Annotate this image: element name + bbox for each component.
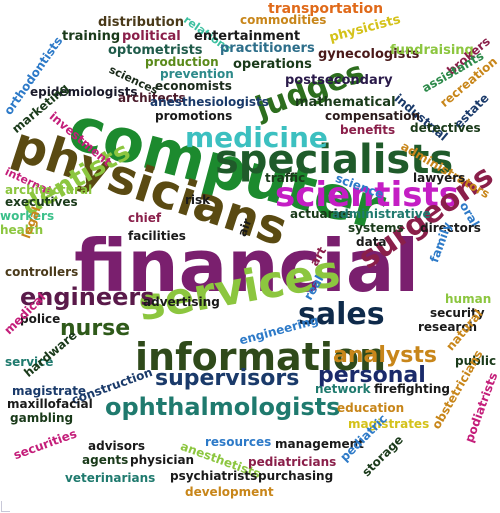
cloud-word-entertainment: entertainment (194, 29, 301, 44)
cloud-word-practitioners: practitioners (220, 41, 315, 56)
cloud-word-transportation: transportation (268, 1, 384, 17)
cloud-word-nurse: nurse (60, 316, 131, 341)
cloud-word-training: training (62, 29, 121, 44)
cloud-word-gambling: gambling (10, 411, 74, 425)
cloud-word-risk: risk (185, 193, 211, 207)
cloud-word-advertising: advertising (143, 295, 220, 309)
cloud-word-distribution: distribution (98, 15, 184, 30)
cloud-word-executives: executives (5, 195, 78, 209)
cloud-word-economists: economists (155, 79, 232, 93)
cloud-word-administrative: administrative (332, 207, 431, 221)
cloud-word-benefits: benefits (340, 123, 396, 137)
cloud-word-development: development (185, 485, 274, 499)
cloud-word-financial: financial (74, 224, 420, 308)
cloud-word-securities: securities (11, 426, 79, 463)
cloud-word-compensation: compensation (325, 109, 421, 123)
cloud-word-operations: operations (233, 57, 312, 72)
cloud-word-public: public (455, 354, 497, 368)
cloud-word-facilities: facilities (128, 229, 186, 243)
cloud-word-magistrates: magistrates (348, 417, 430, 431)
cloud-word-information: information (135, 335, 387, 379)
cloud-word-political: political (122, 29, 181, 44)
cloud-word-police: police (20, 312, 61, 326)
cloud-word-firefighting: firefighting (374, 382, 450, 396)
cloud-word-promotions: promotions (155, 109, 233, 123)
corner-mark (1, 501, 10, 512)
cloud-word-research: research (418, 320, 478, 334)
cloud-word-actuaries: actuaries (290, 207, 353, 221)
cloud-word-lawyers: lawyers (413, 171, 466, 185)
cloud-word-data: data (356, 235, 387, 249)
cloud-word-personal: personal (318, 363, 426, 388)
cloud-word-human: human (445, 292, 492, 306)
cloud-word-medicine: medicine (185, 121, 328, 154)
cloud-word-chief: chief (128, 211, 162, 225)
cloud-word-controllers: controllers (5, 265, 79, 279)
cloud-word-psychiatrists: psychiatrists (170, 469, 258, 483)
cloud-word-education: education (337, 401, 405, 415)
cloud-word-anesthesiologists: anesthesiologists (150, 95, 269, 109)
cloud-word-architects: architects (118, 91, 186, 105)
cloud-word-postsecondary: postsecondary (285, 73, 393, 88)
cloud-word-agents: agents (82, 453, 129, 467)
cloud-word-pediatricians: pediatricians (248, 455, 337, 469)
cloud-word-prevention: prevention (160, 67, 234, 81)
cloud-word-directors: directors (420, 221, 481, 235)
cloud-word-purchasing: purchasing (258, 469, 334, 483)
cloud-word-analysts: analysts (333, 343, 437, 368)
cloud-word-service: service (5, 355, 54, 369)
cloud-word-hardware: hardware (21, 327, 80, 380)
cloud-word-architectural: architectural (5, 183, 93, 197)
cloud-word-management: management (275, 437, 364, 451)
cloud-word-supervisors: supervisors (155, 366, 300, 391)
cloud-word-ophthalmologists: ophthalmologists (105, 393, 341, 421)
cloud-word-scientists: scientists (275, 175, 459, 215)
cloud-word-advisors: advisors (88, 439, 146, 453)
cloud-word-workers: workers (0, 209, 55, 223)
cloud-word-detectives: detectives (410, 121, 481, 135)
cloud-word-network: network (315, 382, 371, 396)
cloud-word-fundraising: fundraising (390, 43, 474, 58)
cloud-word-mathematical: mathematical (295, 95, 396, 110)
cloud-word-sales: sales (298, 297, 385, 332)
cloud-word-production: production (145, 55, 219, 69)
cloud-word-systems: systems (348, 221, 404, 235)
cloud-word-physician: physician (130, 453, 195, 467)
cloud-word-security: security (430, 306, 485, 320)
cloud-word-optometrists: optometrists (108, 43, 203, 58)
cloud-word-epidemiologists: epidemiologists (30, 85, 138, 99)
cloud-word-resources: resources (205, 435, 272, 449)
cloud-word-specialists: specialists (215, 137, 454, 183)
cloud-word-traffic: traffic (265, 171, 306, 185)
cloud-word-magistrate: magistrate (12, 384, 87, 398)
cloud-word-gynecologists: gynecologists (318, 47, 420, 62)
cloud-word-health: health (0, 223, 44, 237)
cloud-word-maxillofacial: maxillofacial (7, 397, 93, 411)
cloud-word-physicists: physicists (327, 12, 403, 46)
cloud-word-engineers: engineers (20, 283, 155, 311)
cloud-word-veterinarians: veterinarians (65, 471, 156, 485)
cloud-word-commodities: commodities (240, 13, 327, 27)
